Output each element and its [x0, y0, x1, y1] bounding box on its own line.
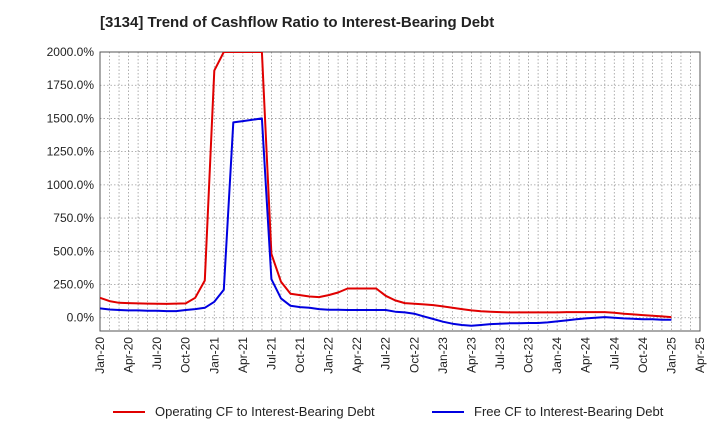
legend-item-operating-cf: Operating CF to Interest-Bearing Debt	[113, 404, 375, 419]
x-tick-label: Oct-23	[522, 337, 536, 373]
x-tick-label: Jan-21	[207, 337, 221, 374]
legend-swatch-free-cf	[432, 410, 464, 413]
x-tick-label: Jul-21	[264, 337, 278, 370]
x-tick-label: Oct-21	[293, 337, 307, 373]
x-tick-label: Apr-20	[122, 337, 136, 373]
plot-area	[100, 52, 700, 331]
y-tick-label: 2000.0%	[47, 45, 95, 59]
x-tick-label: Jul-24	[607, 337, 621, 370]
x-tick-label: Apr-25	[693, 337, 707, 373]
x-tick-label: Oct-22	[407, 337, 421, 373]
x-tick-label: Jan-22	[322, 337, 336, 374]
chart-title: [3134] Trend of Cashflow Ratio to Intere…	[100, 14, 495, 31]
plot-border	[99, 51, 701, 332]
y-tick-label: 1000.0%	[47, 178, 95, 192]
y-tick-label: 1500.0%	[47, 111, 95, 125]
x-tick-label: Jan-24	[550, 337, 564, 374]
x-tick-label: Jan-23	[436, 337, 450, 374]
x-tick-label: Jul-20	[150, 337, 164, 370]
x-tick-label: Apr-21	[236, 337, 250, 373]
series-line-operating-cf	[100, 52, 672, 319]
x-tick-label: Apr-23	[464, 337, 478, 373]
series-line-free-cf	[100, 117, 672, 327]
legend-swatch-operating-cf	[113, 410, 145, 413]
y-tick-label: 1250.0%	[47, 145, 95, 159]
x-tick-label: Apr-22	[350, 337, 364, 373]
legend-label-free-cf: Free CF to Interest-Bearing Debt	[474, 404, 664, 419]
x-tick-label: Jan-20	[93, 337, 107, 374]
x-tick-label: Jul-23	[493, 337, 507, 370]
y-tick-label: 0.0%	[67, 311, 95, 325]
x-tick-label: Jul-22	[379, 337, 393, 370]
x-tick-label: Oct-20	[179, 337, 193, 373]
y-tick-label: 250.0%	[53, 278, 94, 292]
legend: Operating CF to Interest-Bearing Debt Fr…	[0, 404, 720, 426]
x-tick-label: Apr-24	[579, 337, 593, 373]
y-tick-label: 500.0%	[53, 244, 94, 258]
x-tick-label: Oct-24	[636, 337, 650, 373]
y-tick-label: 750.0%	[53, 211, 94, 225]
legend-label-operating-cf: Operating CF to Interest-Bearing Debt	[155, 404, 375, 419]
legend-item-free-cf: Free CF to Interest-Bearing Debt	[432, 404, 663, 419]
y-tick-label: 1750.0%	[47, 78, 95, 92]
x-tick-label: Jan-25	[664, 337, 678, 374]
